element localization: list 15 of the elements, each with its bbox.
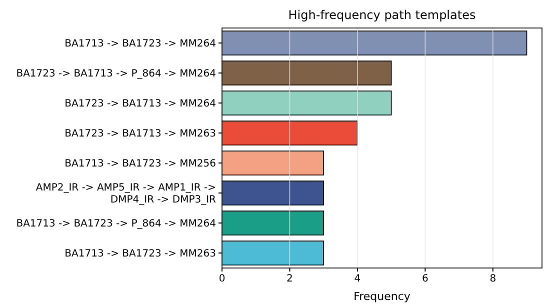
y-tick-label: BA1713 -> BA1723 -> P_864 -> MM264 — [16, 218, 216, 230]
y-tick-label: BA1723 -> BA1713 -> MM264 — [64, 98, 216, 110]
x-axis-title: Frequency — [354, 290, 411, 303]
y-tick-label: BA1723 -> BA1713 -> MM263 — [64, 128, 216, 140]
y-tick-label: BA1713 -> BA1723 -> MM256 — [64, 158, 216, 170]
y-tick-label: BA1713 -> BA1723 -> MM264 — [64, 38, 216, 50]
y-tick-label: BA1713 -> BA1723 -> MM263 — [64, 248, 216, 260]
x-tick-label: 2 — [286, 274, 293, 285]
y-tick-label: BA1723 -> BA1713 -> P_864 -> MM264 — [16, 68, 216, 80]
y-tick-label: AMP2_IR -> AMP5_IR -> AMP1_IR -> DMP4_IR -> DMP3_IR — [36, 182, 216, 206]
x-tick-label: 8 — [490, 274, 496, 285]
chart-title: High-frequency path templates — [288, 8, 476, 22]
x-tick-label: 4 — [354, 274, 361, 285]
x-tick-label: 6 — [422, 274, 428, 285]
x-tick-label: 0 — [218, 274, 226, 285]
